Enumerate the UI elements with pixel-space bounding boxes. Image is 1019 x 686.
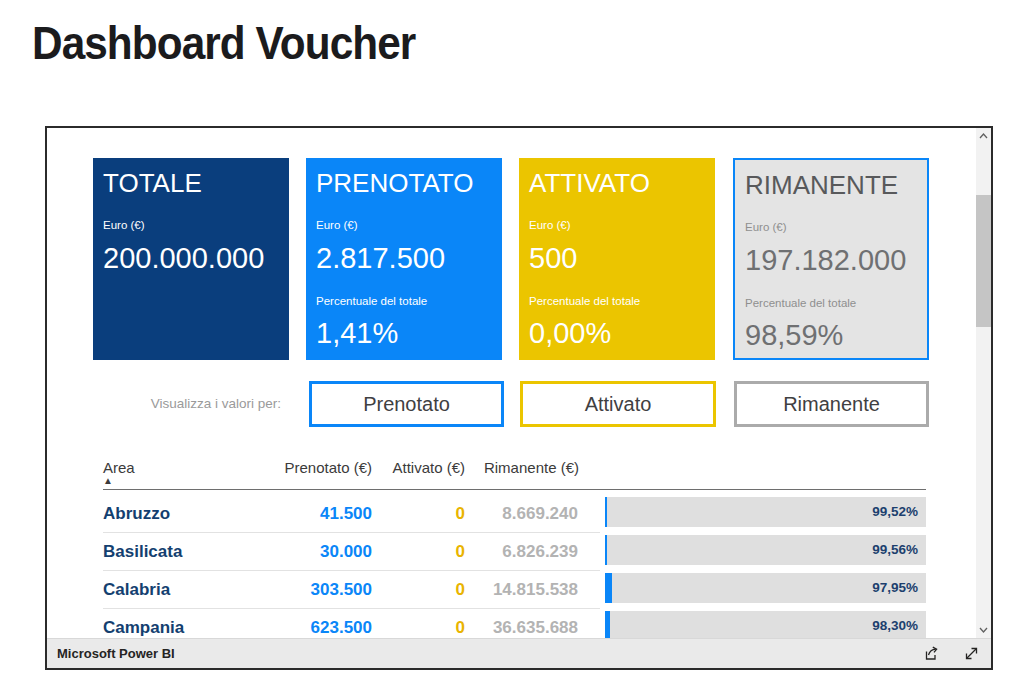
bar-used-segment bbox=[605, 573, 612, 603]
filter-button-prenotato[interactable]: Prenotato bbox=[309, 381, 504, 427]
scrollbar-thumb[interactable] bbox=[976, 195, 991, 327]
bar-percent-label: 97,95% bbox=[872, 573, 918, 603]
kpi-pct-label: Percentuale del totale bbox=[529, 295, 640, 307]
kpi-pct-value: 0,00% bbox=[529, 317, 611, 350]
report-scrollbar[interactable] bbox=[976, 128, 991, 638]
kpi-pct-label: Percentuale del totale bbox=[316, 295, 427, 307]
powerbi-footer-bar: Microsoft Power BI bbox=[47, 638, 991, 668]
kpi-metric-value: 500 bbox=[529, 242, 577, 275]
kpi-metric-value: 197.182.000 bbox=[745, 244, 906, 277]
kpi-pct-value: 98,59% bbox=[745, 319, 843, 352]
share-icon[interactable] bbox=[923, 645, 940, 662]
table-cell-rimanente[interactable]: 8.669.240 bbox=[438, 504, 578, 524]
kpi-pct-label: Percentuale del totale bbox=[745, 297, 856, 309]
kpi-metric-label: Euro (€) bbox=[103, 219, 145, 231]
sort-ascending-icon: ▲ bbox=[103, 475, 113, 486]
scroll-up-button[interactable] bbox=[976, 128, 991, 144]
kpi-metric-label: Euro (€) bbox=[529, 219, 571, 231]
rimanente-bar[interactable]: 99,52% bbox=[605, 497, 926, 527]
filter-button-attivato[interactable]: Attivato bbox=[520, 381, 716, 427]
row-divider bbox=[103, 608, 600, 609]
filter-label: Visualizza i valori per: bbox=[131, 381, 281, 427]
bar-percent-label: 99,52% bbox=[872, 497, 918, 527]
kpi-card-attivato: ATTIVATO Euro (€) 500 Percentuale del to… bbox=[519, 158, 715, 360]
kpi-metric-value: 200.000.000 bbox=[103, 242, 264, 275]
rimanente-bar[interactable]: 99,56% bbox=[605, 535, 926, 565]
kpi-title: TOTALE bbox=[103, 168, 202, 199]
rimanente-bar[interactable]: 98,30% bbox=[605, 611, 926, 638]
table-cell-area[interactable]: Calabria bbox=[103, 580, 170, 600]
kpi-title: PRENOTATO bbox=[316, 168, 473, 199]
bar-used-segment bbox=[605, 611, 610, 638]
bar-percent-label: 98,30% bbox=[872, 611, 918, 638]
kpi-title: RIMANENTE bbox=[745, 170, 898, 201]
table-header-divider bbox=[103, 489, 926, 490]
rimanente-bar[interactable]: 97,95% bbox=[605, 573, 926, 603]
kpi-pct-value: 1,41% bbox=[316, 317, 398, 350]
filter-button-rimanente[interactable]: Rimanente bbox=[734, 381, 929, 427]
table-cell-area[interactable]: Abruzzo bbox=[103, 504, 170, 524]
kpi-card-rimanente: RIMANENTE Euro (€) 197.182.000 Percentua… bbox=[733, 158, 929, 360]
table-cell-rimanente[interactable]: 36.635.688 bbox=[438, 618, 578, 638]
table-cell-area[interactable]: Campania bbox=[103, 618, 184, 638]
kpi-title: ATTIVATO bbox=[529, 168, 650, 199]
bar-used-segment bbox=[605, 535, 607, 565]
report-canvas: TOTALE Euro (€) 200.000.000 PRENOTATO Eu… bbox=[47, 128, 991, 638]
kpi-metric-value: 2.817.500 bbox=[316, 242, 445, 275]
column-header-rimanente[interactable]: Rimanente (€) bbox=[439, 459, 579, 476]
table-cell-area[interactable]: Basilicata bbox=[103, 542, 182, 562]
bar-used-segment bbox=[605, 497, 607, 527]
page: Dashboard Voucher TOTALE Euro (€) 200.00… bbox=[0, 0, 1019, 686]
column-header-area[interactable]: Area bbox=[103, 459, 135, 476]
kpi-metric-label: Euro (€) bbox=[745, 221, 787, 233]
kpi-metric-label: Euro (€) bbox=[316, 219, 358, 231]
scroll-down-button[interactable] bbox=[976, 622, 991, 638]
kpi-card-prenotato: PRENOTATO Euro (€) 2.817.500 Percentuale… bbox=[306, 158, 502, 360]
powerbi-brand-label: Microsoft Power BI bbox=[57, 639, 175, 668]
powerbi-embed-frame: TOTALE Euro (€) 200.000.000 PRENOTATO Eu… bbox=[45, 126, 993, 670]
row-divider bbox=[103, 532, 600, 533]
table-cell-rimanente[interactable]: 14.815.538 bbox=[438, 580, 578, 600]
fullscreen-icon[interactable] bbox=[963, 645, 980, 662]
page-title: Dashboard Voucher bbox=[32, 16, 415, 70]
kpi-card-totale: TOTALE Euro (€) 200.000.000 bbox=[93, 158, 289, 360]
bar-percent-label: 99,56% bbox=[872, 535, 918, 565]
row-divider bbox=[103, 570, 600, 571]
table-cell-rimanente[interactable]: 6.826.239 bbox=[438, 542, 578, 562]
